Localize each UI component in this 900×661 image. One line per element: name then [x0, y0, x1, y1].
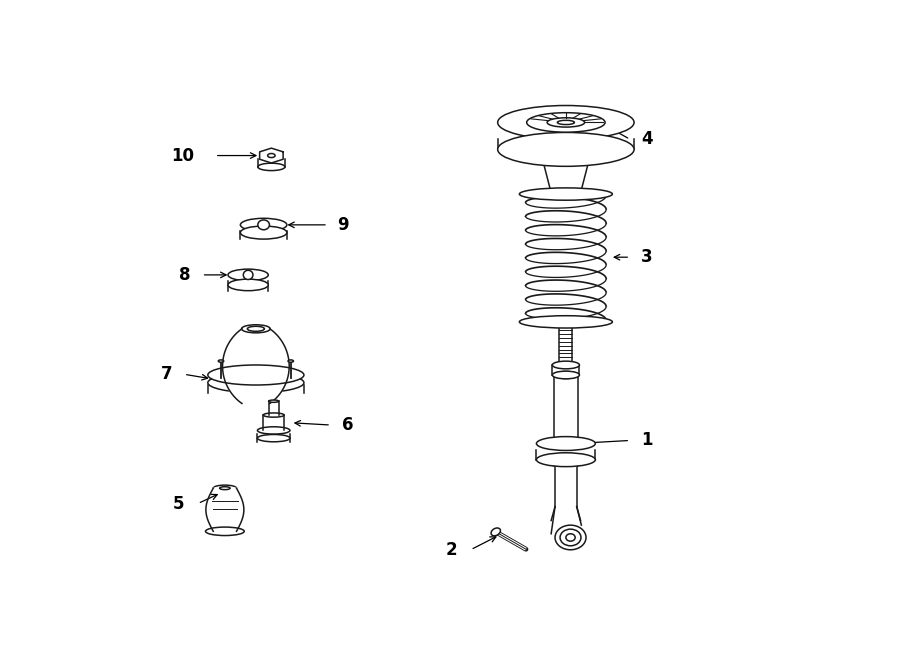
Polygon shape	[554, 375, 578, 444]
Ellipse shape	[228, 279, 268, 291]
Ellipse shape	[267, 153, 275, 157]
Ellipse shape	[566, 534, 575, 541]
Text: 7: 7	[161, 366, 173, 383]
Ellipse shape	[257, 163, 285, 171]
Text: 6: 6	[342, 416, 354, 434]
Ellipse shape	[491, 528, 500, 536]
Ellipse shape	[219, 360, 224, 362]
Text: 2: 2	[446, 541, 457, 559]
Ellipse shape	[554, 440, 578, 447]
Ellipse shape	[554, 371, 578, 379]
Ellipse shape	[498, 106, 634, 139]
Ellipse shape	[243, 270, 253, 280]
Ellipse shape	[288, 360, 293, 362]
Text: 8: 8	[178, 266, 190, 284]
Ellipse shape	[553, 361, 580, 369]
Ellipse shape	[213, 485, 237, 491]
Polygon shape	[555, 467, 577, 507]
Polygon shape	[222, 329, 289, 403]
Ellipse shape	[519, 316, 612, 328]
Ellipse shape	[208, 373, 304, 393]
Ellipse shape	[257, 427, 290, 434]
Ellipse shape	[557, 120, 574, 124]
Ellipse shape	[228, 269, 268, 281]
Text: 3: 3	[641, 248, 652, 266]
Ellipse shape	[526, 112, 605, 132]
Polygon shape	[540, 149, 592, 192]
Ellipse shape	[248, 327, 265, 331]
Ellipse shape	[240, 218, 287, 231]
Ellipse shape	[205, 527, 244, 535]
Ellipse shape	[553, 371, 580, 379]
Ellipse shape	[241, 325, 270, 333]
Ellipse shape	[498, 132, 634, 167]
Ellipse shape	[257, 220, 269, 230]
Ellipse shape	[257, 434, 290, 442]
Text: 1: 1	[641, 432, 652, 449]
Ellipse shape	[269, 400, 279, 403]
Ellipse shape	[551, 189, 580, 194]
Ellipse shape	[536, 437, 595, 450]
Ellipse shape	[547, 118, 585, 127]
Ellipse shape	[240, 226, 287, 239]
Ellipse shape	[555, 525, 586, 550]
Text: 5: 5	[172, 494, 184, 512]
Polygon shape	[206, 488, 244, 531]
Text: 9: 9	[338, 216, 349, 234]
Text: 10: 10	[171, 147, 194, 165]
Ellipse shape	[263, 413, 284, 417]
Ellipse shape	[208, 365, 304, 385]
Ellipse shape	[519, 188, 612, 200]
Text: 4: 4	[641, 130, 652, 148]
Ellipse shape	[560, 529, 581, 546]
Polygon shape	[259, 148, 284, 163]
Ellipse shape	[536, 453, 595, 467]
Ellipse shape	[220, 486, 230, 490]
